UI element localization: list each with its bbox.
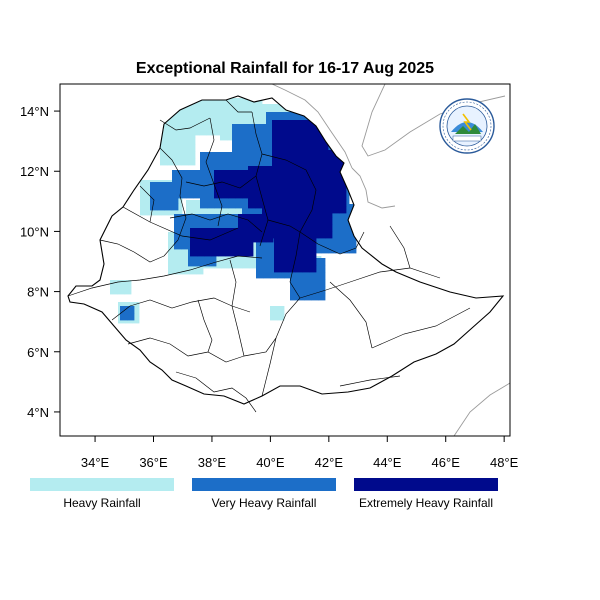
map-area	[67, 84, 510, 436]
x-tick-label: 48°E	[490, 455, 519, 470]
meteorology-agency-logo	[439, 98, 495, 154]
map-title: Exceptional Rainfall for 16-17 Aug 2025	[136, 60, 434, 77]
country-boundary	[67, 95, 505, 405]
legend-label: Very Heavy Rainfall	[212, 496, 317, 510]
x-tick-label: 36°E	[139, 455, 168, 470]
rainfall-layer	[110, 98, 357, 324]
x-tick-label: 38°E	[198, 455, 227, 470]
extremely-heavy-rainfall-cells	[190, 120, 347, 273]
x-tick-label: 40°E	[256, 455, 285, 470]
legend-label: Extremely Heavy Rainfall	[359, 496, 493, 510]
y-tick-label: 6°N	[27, 345, 49, 360]
axes: 34°E 36°E 38°E 40°E 42°E 44°E 46°E 48°E 4°N 6°N 8°…	[20, 104, 519, 470]
y-tick-label: 14°N	[20, 104, 49, 119]
legend: Heavy Rainfall Very Heavy Rainfall Extreme…	[30, 478, 498, 510]
y-tick-label: 8°N	[27, 285, 49, 300]
x-tick-label: 42°E	[315, 455, 344, 470]
legend-swatch	[30, 478, 174, 491]
x-tick-label: 44°E	[373, 455, 402, 470]
regional-boundaries	[67, 99, 471, 413]
legend-swatch	[192, 478, 336, 491]
x-tick-label: 46°E	[432, 455, 461, 470]
legend-label: Heavy Rainfall	[63, 496, 140, 510]
legend-swatch	[354, 478, 498, 491]
y-tick-label: 4°N	[27, 405, 49, 420]
y-tick-label: 10°N	[20, 224, 49, 239]
y-tick-label: 12°N	[20, 164, 49, 179]
plot-frame	[59, 83, 511, 437]
x-tick-label: 34°E	[81, 455, 110, 470]
